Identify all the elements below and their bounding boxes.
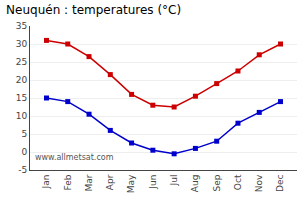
svg-text:15: 15 xyxy=(16,93,27,103)
svg-text:30: 30 xyxy=(16,39,28,49)
svg-text:Nov: Nov xyxy=(254,174,264,192)
svg-text:35: 35 xyxy=(16,21,27,31)
svg-text:www.allmetsat.com: www.allmetsat.com xyxy=(35,153,114,162)
svg-text:Sep: Sep xyxy=(212,174,222,191)
svg-text:Oct: Oct xyxy=(233,174,243,190)
svg-text:Jun: Jun xyxy=(148,175,158,190)
svg-text:Jul: Jul xyxy=(169,175,179,187)
svg-text:0: 0 xyxy=(21,147,27,157)
svg-text:-5: -5 xyxy=(18,165,27,175)
svg-text:Aug: Aug xyxy=(190,175,200,193)
svg-text:10: 10 xyxy=(16,111,28,121)
svg-text:Apr: Apr xyxy=(105,174,115,190)
svg-text:Feb: Feb xyxy=(63,174,73,190)
svg-text:5: 5 xyxy=(21,129,27,139)
svg-text:May: May xyxy=(127,174,137,193)
svg-text:Jan: Jan xyxy=(41,175,51,190)
svg-text:Dec: Dec xyxy=(275,175,285,192)
svg-text:20: 20 xyxy=(16,75,28,85)
svg-text:Neuquén : temperatures (°C): Neuquén : temperatures (°C) xyxy=(6,3,181,17)
svg-text:25: 25 xyxy=(16,57,27,67)
svg-text:Mar: Mar xyxy=(84,174,94,191)
